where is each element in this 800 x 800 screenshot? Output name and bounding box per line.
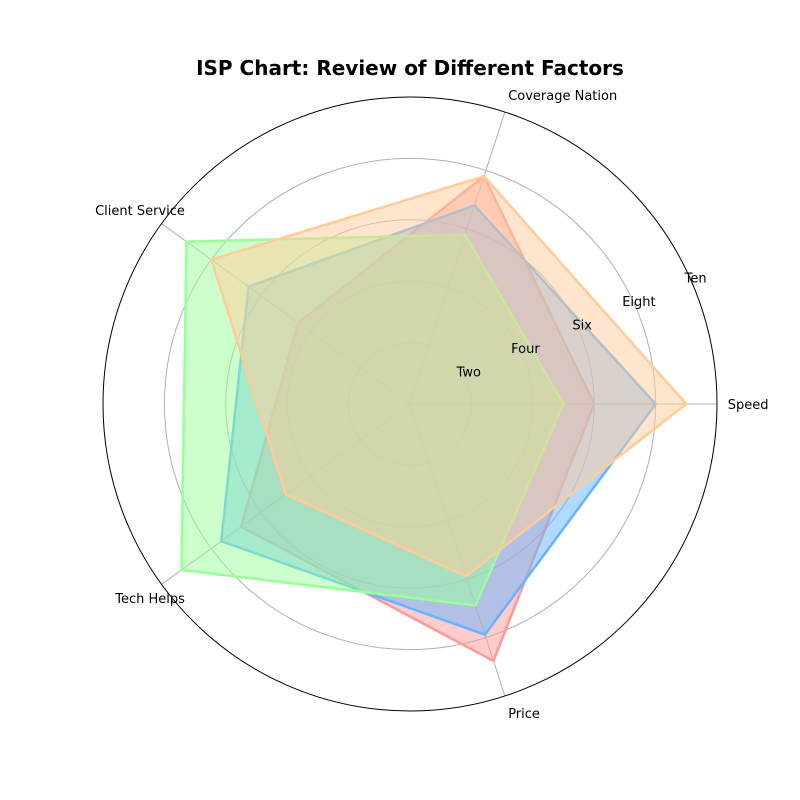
series-area-4 (210, 175, 688, 578)
outer-frame (102, 96, 718, 712)
radial-tick-label: Four (511, 342, 540, 357)
chart-title: ISP Chart: Review of Different Factors (196, 56, 624, 80)
label-layer: Speed Coverage Nation Client Service Tech H… (95, 89, 768, 722)
category-label: Client Service (95, 204, 185, 219)
radial-tick-label: Six (572, 319, 592, 334)
category-label: Speed (728, 398, 769, 413)
radial-tick-label: Ten (684, 272, 707, 287)
radial-tick-label: Two (456, 366, 481, 381)
category-label: Price (508, 707, 540, 722)
series-layer (180, 175, 688, 663)
category-label: Tech Helps (114, 592, 185, 607)
category-label: Coverage Nation (508, 89, 617, 104)
radial-tick-label: Eight (622, 295, 655, 310)
